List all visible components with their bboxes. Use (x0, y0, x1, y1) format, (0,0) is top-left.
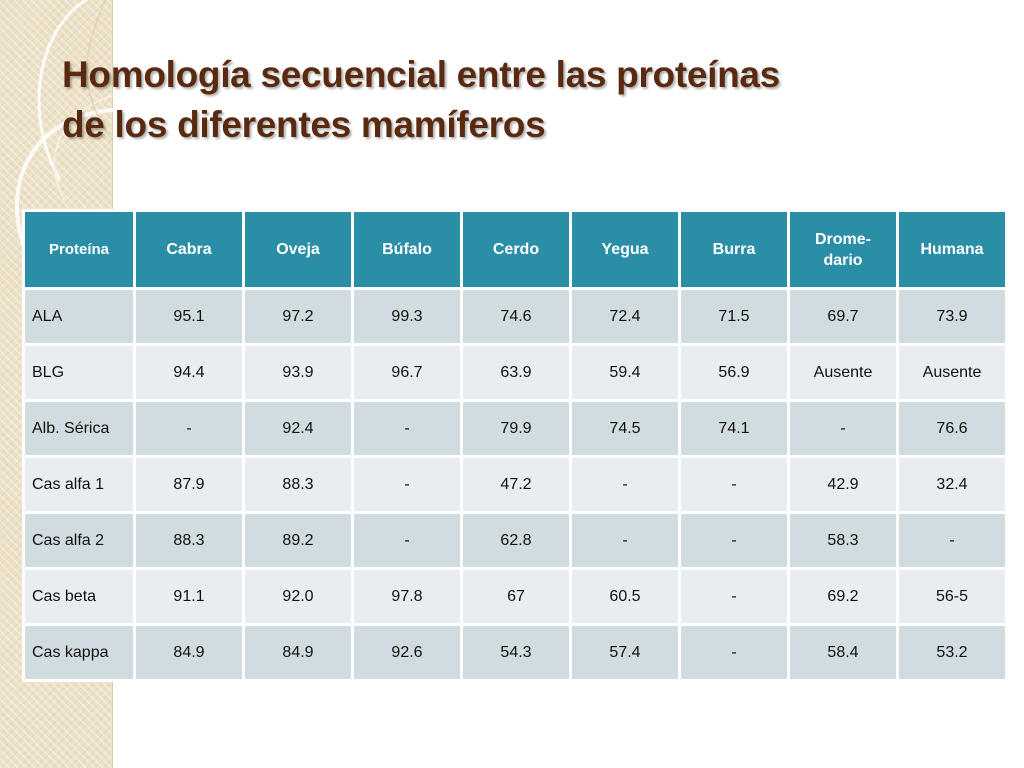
table-row: Cas beta 91.1 92.0 97.8 67 60.5-69.2 56-5 (25, 570, 1005, 623)
value-cell: 84.9 (136, 626, 242, 679)
value-cell: 69.7 (790, 290, 896, 343)
column-header: Burra (681, 212, 787, 287)
value-cell: 58.3 (790, 514, 896, 567)
value-cell: 93.9 (245, 346, 351, 399)
value-cell: 96.7 (354, 346, 460, 399)
table-row: Cas alfa 2 88.3 89.2-62.8- -58.3- (25, 514, 1005, 567)
value-cell: 88.3 (136, 514, 242, 567)
homology-table-container: Proteína Cabra Oveja Búfalo Cerdo Yegua … (22, 209, 1008, 682)
value-cell: 99.3 (354, 290, 460, 343)
value-cell: - (354, 402, 460, 455)
row-label-cell: Cas alfa 1 (25, 458, 133, 511)
value-cell: - (572, 514, 678, 567)
table-row: Alb. Sérica -92.4-79.9 74.5 74.1-76.6 (25, 402, 1005, 455)
value-cell: 97.2 (245, 290, 351, 343)
value-cell: 95.1 (136, 290, 242, 343)
value-cell: - (899, 514, 1005, 567)
column-header: Humana (899, 212, 1005, 287)
column-header: Cerdo (463, 212, 569, 287)
row-label-cell: Cas alfa 2 (25, 514, 133, 567)
column-header: Yegua (572, 212, 678, 287)
row-label-cell: Cas beta (25, 570, 133, 623)
table-row: Cas alfa 1 87.9 88.3-47.2- -42.9 32.4 (25, 458, 1005, 511)
table-body: ALA 95.1 97.2 99.3 74.6 72.4 71.5 69.7 73.9 BLG 94… (25, 290, 1005, 679)
value-cell: - (790, 402, 896, 455)
value-cell: 92.6 (354, 626, 460, 679)
value-cell: 56.9 (681, 346, 787, 399)
column-header: Cabra (136, 212, 242, 287)
value-cell: 62.8 (463, 514, 569, 567)
title-line-1: Homología secuencial entre las proteínas (62, 54, 780, 95)
value-cell: 92.4 (245, 402, 351, 455)
column-header: Proteína (25, 212, 133, 287)
value-cell: 53.2 (899, 626, 1005, 679)
value-cell: 56-5 (899, 570, 1005, 623)
value-cell: 89.2 (245, 514, 351, 567)
value-cell: 73.9 (899, 290, 1005, 343)
value-cell: 76.6 (899, 402, 1005, 455)
title-line-2: de los diferentes mamíferos (62, 104, 546, 145)
value-cell: 59.4 (572, 346, 678, 399)
row-label-cell: Alb. Sérica (25, 402, 133, 455)
table-row: ALA 95.1 97.2 99.3 74.6 72.4 71.5 69.7 73.9 (25, 290, 1005, 343)
value-cell: 91.1 (136, 570, 242, 623)
row-label-cell: BLG (25, 346, 133, 399)
value-cell: 74.1 (681, 402, 787, 455)
value-cell: 92.0 (245, 570, 351, 623)
value-cell: 71.5 (681, 290, 787, 343)
value-cell: 60.5 (572, 570, 678, 623)
column-header-dromedario: Drome-dario (790, 212, 896, 287)
row-label-cell: Cas kappa (25, 626, 133, 679)
value-cell: - (681, 458, 787, 511)
value-cell: 58.4 (790, 626, 896, 679)
value-cell: 63.9 (463, 346, 569, 399)
value-cell: Ausente (899, 346, 1005, 399)
value-cell: 72.4 (572, 290, 678, 343)
value-cell: 74.5 (572, 402, 678, 455)
value-cell: 69.2 (790, 570, 896, 623)
table-row: BLG 94.4 93.9 96.7 63.9 59.4 56.9 Ausente Ausent… (25, 346, 1005, 399)
homology-table: Proteína Cabra Oveja Búfalo Cerdo Yegua … (22, 209, 1008, 682)
value-cell: 32.4 (899, 458, 1005, 511)
value-cell: 54.3 (463, 626, 569, 679)
column-header: Oveja (245, 212, 351, 287)
value-cell: - (681, 514, 787, 567)
value-cell: 87.9 (136, 458, 242, 511)
value-cell: 47.2 (463, 458, 569, 511)
value-cell: 94.4 (136, 346, 242, 399)
value-cell: 79.9 (463, 402, 569, 455)
column-header: Búfalo (354, 212, 460, 287)
value-cell: - (354, 514, 460, 567)
value-cell: 97.8 (354, 570, 460, 623)
value-cell: - (354, 458, 460, 511)
value-cell: - (572, 458, 678, 511)
value-cell: Ausente (790, 346, 896, 399)
value-cell: - (681, 570, 787, 623)
row-label-cell: ALA (25, 290, 133, 343)
value-cell: 67 (463, 570, 569, 623)
table-row: Cas kappa 84.9 84.9 92.6 54.3 57.4-58.4 53.2 (25, 626, 1005, 679)
value-cell: 74.6 (463, 290, 569, 343)
value-cell: 88.3 (245, 458, 351, 511)
slide-title: Homología secuencial entre las proteínas… (62, 50, 962, 150)
value-cell: - (136, 402, 242, 455)
value-cell: 42.9 (790, 458, 896, 511)
value-cell: 57.4 (572, 626, 678, 679)
table-header-row: Proteína Cabra Oveja Búfalo Cerdo Yegua … (25, 212, 1005, 287)
value-cell: 84.9 (245, 626, 351, 679)
value-cell: - (681, 626, 787, 679)
